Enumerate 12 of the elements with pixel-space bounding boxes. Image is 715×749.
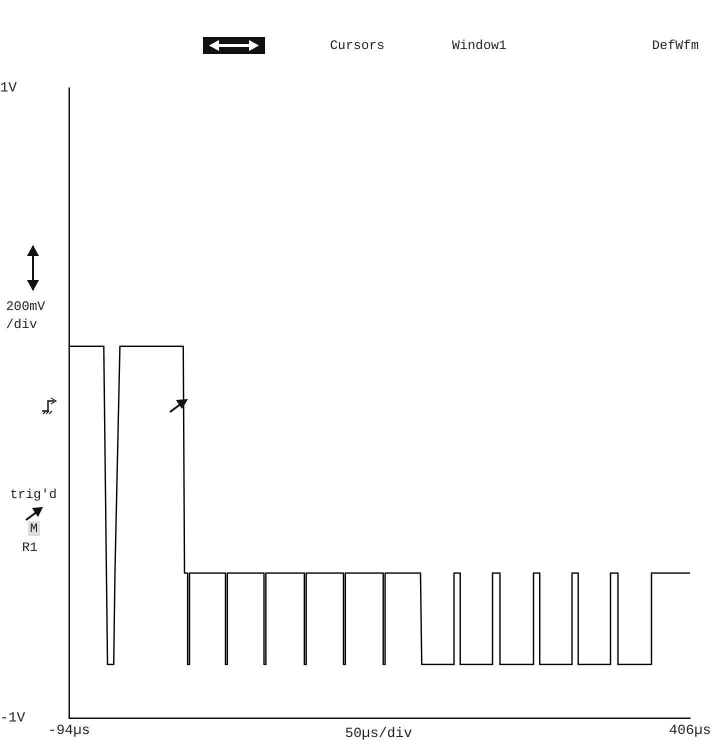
- x-tick-label: 406µs: [668, 723, 712, 740]
- text: R1: [22, 540, 38, 555]
- text: Window1: [452, 38, 507, 53]
- y-tick-label: 1V: [0, 80, 18, 97]
- y-tick-label: -1V: [0, 710, 26, 727]
- text: DefWfm: [652, 38, 699, 53]
- text: trig'd: [10, 487, 57, 502]
- x-axis-title: 50µs/div: [345, 726, 412, 742]
- text: M: [28, 521, 40, 536]
- y-axis-title: 200mV /div: [6, 298, 46, 334]
- x-tick-label: -94µs: [48, 723, 90, 740]
- text: Cursors: [330, 38, 385, 53]
